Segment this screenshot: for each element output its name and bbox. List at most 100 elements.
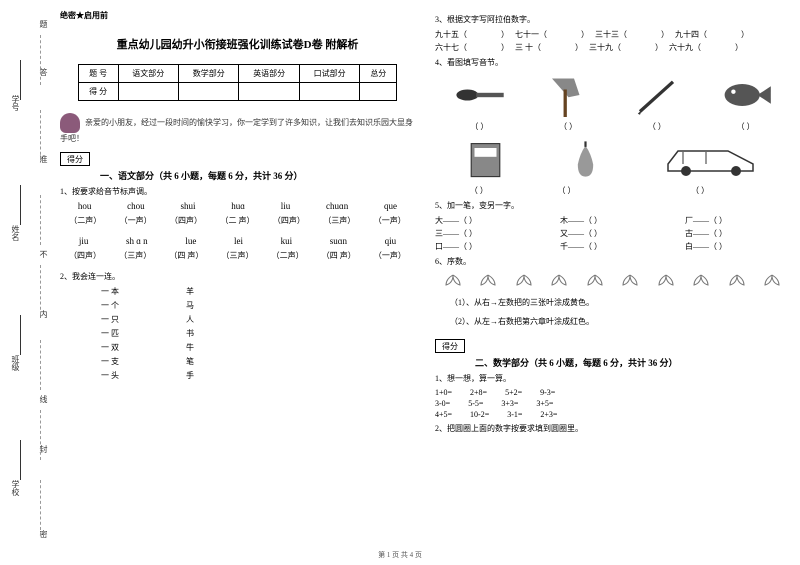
- calc-item: 10-2=: [470, 410, 489, 419]
- calc-row: 1+0=2+8=5+2=9-3=: [435, 388, 790, 397]
- tone: （四 声）: [322, 250, 356, 261]
- num: 九十四（: [675, 29, 707, 40]
- th: 语文部分: [118, 65, 178, 83]
- s2q2: 2、把圆圈上面的数字按要求填到圆圈里。: [435, 423, 790, 434]
- match-left: 一 支: [60, 356, 160, 367]
- child-icon: [60, 113, 80, 133]
- match-container: 一 本羊一 个马一 只人一 匹书一 双牛一 支笔一 头手: [60, 286, 415, 381]
- match-right: 马: [160, 300, 220, 311]
- tone: （二声）: [69, 215, 101, 226]
- th: 数学部分: [179, 65, 239, 83]
- calc-item: 9-3=: [540, 388, 555, 397]
- tone: （一声）: [374, 215, 406, 226]
- leaves-row: [435, 273, 790, 291]
- leaf-icon: [442, 273, 464, 291]
- calc-row: 4+5=10-2=3-1=2+3=: [435, 410, 790, 419]
- match-left: 一 只: [60, 314, 160, 325]
- binding-margin: 题 答 学号 准 姓名 不 内 班级 线 封 学校 密: [0, 0, 55, 565]
- calc-item: 3-1=: [507, 410, 522, 419]
- pinyin: hou: [78, 201, 92, 211]
- margin-label: 密: [38, 530, 49, 538]
- paren: （ ）: [645, 185, 755, 196]
- q4-text: 4、看图填写音节。: [435, 57, 790, 68]
- calc-item: 5-5=: [468, 399, 483, 408]
- q2-text: 2、我会连一连。: [60, 271, 415, 282]
- stroke-item: 又——（ ）: [560, 228, 665, 239]
- right-column: 3、根据文字写阿拉伯数字。 九十五（） 七十一（） 三十三（） 九十四（） 六十…: [435, 10, 790, 438]
- page-footer: 第 1 页 共 4 页: [0, 550, 800, 560]
- arabic-row: 九十五（） 七十一（） 三十三（） 九十四（）: [435, 29, 790, 40]
- stroke-container: 大——（ ）木——（ ）厂——（ ）三——（ ）又——（ ）古——（ ）口——（…: [435, 215, 790, 252]
- margin-label: 线: [38, 395, 49, 403]
- pinyin-row: hou chou shui huɑ liu chuɑn que: [60, 201, 415, 211]
- match-right: 牛: [160, 342, 220, 353]
- leaf-icon: [690, 273, 712, 291]
- calc-item: 3-0=: [435, 399, 450, 408]
- th: 总分: [360, 65, 397, 83]
- num: 六十七（: [435, 42, 467, 53]
- leaf-icon: [726, 273, 748, 291]
- leaf-icon: [761, 273, 783, 291]
- left-column: 绝密★启用前 重点幼儿园幼升小衔接班强化训练试卷D卷 附解析 题 号 语文部分 …: [60, 10, 415, 438]
- tone: （四声）: [170, 215, 202, 226]
- margin-label: 题: [38, 20, 49, 28]
- margin-label: 不: [38, 250, 49, 258]
- stroke-item: 千——（ ）: [560, 241, 665, 252]
- calc-item: 1+0=: [435, 388, 452, 397]
- tone: （一声）: [374, 250, 406, 261]
- book-icon: [458, 136, 513, 181]
- intro-content: 亲爱的小朋友，经过一段时间的愉快学习，你一定学到了许多知识，让我们去知识乐园大显…: [60, 118, 413, 143]
- image-row-2: [435, 136, 790, 181]
- leaf-icon: [619, 273, 641, 291]
- match-right: 人: [160, 314, 220, 325]
- paren: ）: [741, 29, 749, 40]
- q5-text: 5、加一笔，变另一字。: [435, 200, 790, 211]
- num: 三十九（: [589, 42, 621, 53]
- paren: （ ）: [737, 121, 755, 132]
- calc-item: 3+3=: [501, 399, 518, 408]
- leaf-icon: [655, 273, 677, 291]
- stroke-item: 三——（ ）: [435, 228, 540, 239]
- paren-row: （ ） （ ） （ ）: [435, 185, 790, 196]
- match-left: 一 双: [60, 342, 160, 353]
- exam-title: 重点幼儿园幼升小衔接班强化训练试卷D卷 附解析: [60, 36, 415, 52]
- th: 口试部分: [299, 65, 359, 83]
- tone: （一声）: [120, 215, 152, 226]
- leaf-icon: [548, 273, 570, 291]
- brush-icon: [452, 72, 507, 117]
- paren: ）: [661, 29, 669, 40]
- q6a: （1）、从右→左数把的三张叶涂成黄色。: [435, 297, 790, 308]
- paren: ）: [655, 42, 663, 53]
- match-right: 羊: [160, 286, 220, 297]
- score-table: 题 号 语文部分 数学部分 英语部分 口试部分 总分 得 分: [78, 64, 398, 101]
- pinyin: que: [384, 201, 397, 211]
- match-row: 一 支笔: [60, 356, 415, 367]
- num: 三 十（: [515, 42, 541, 53]
- calc-item: 5+2=: [505, 388, 522, 397]
- secret-label: 绝密★启用前: [60, 10, 415, 21]
- pinyin: shui: [180, 201, 195, 211]
- paren: （ ）: [557, 185, 575, 196]
- paren: ）: [581, 29, 589, 40]
- match-left: 一 匹: [60, 328, 160, 339]
- leaf-icon: [477, 273, 499, 291]
- td: 得 分: [78, 83, 118, 101]
- calc-row: 3-0=5-5=3+3=3+5=: [435, 399, 790, 408]
- intro-text: 亲爱的小朋友，经过一段时间的愉快学习，你一定学到了许多知识，让我们去知识乐园大显…: [60, 113, 415, 146]
- car-icon: [658, 136, 768, 181]
- pen-icon: [629, 72, 684, 117]
- score-box: 得分: [60, 152, 90, 166]
- match-left: 一 个: [60, 300, 160, 311]
- q1-text: 1、按要求给音节标声调。: [60, 186, 415, 197]
- tone: （四声）: [273, 215, 305, 226]
- pinyin: liu: [281, 201, 291, 211]
- tone: （四声）: [69, 250, 101, 261]
- pinyin: huɑ: [231, 201, 245, 211]
- arabic-row: 六十七（） 三 十（） 三十九（） 六十九（）: [435, 42, 790, 53]
- match-row: 一 匹书: [60, 328, 415, 339]
- tone: （三声）: [221, 250, 253, 261]
- margin-label: 班级: [10, 355, 21, 371]
- leaf-icon: [513, 273, 535, 291]
- stroke-row: 三——（ ）又——（ ）古——（ ）: [435, 228, 790, 239]
- th: 题 号: [78, 65, 118, 83]
